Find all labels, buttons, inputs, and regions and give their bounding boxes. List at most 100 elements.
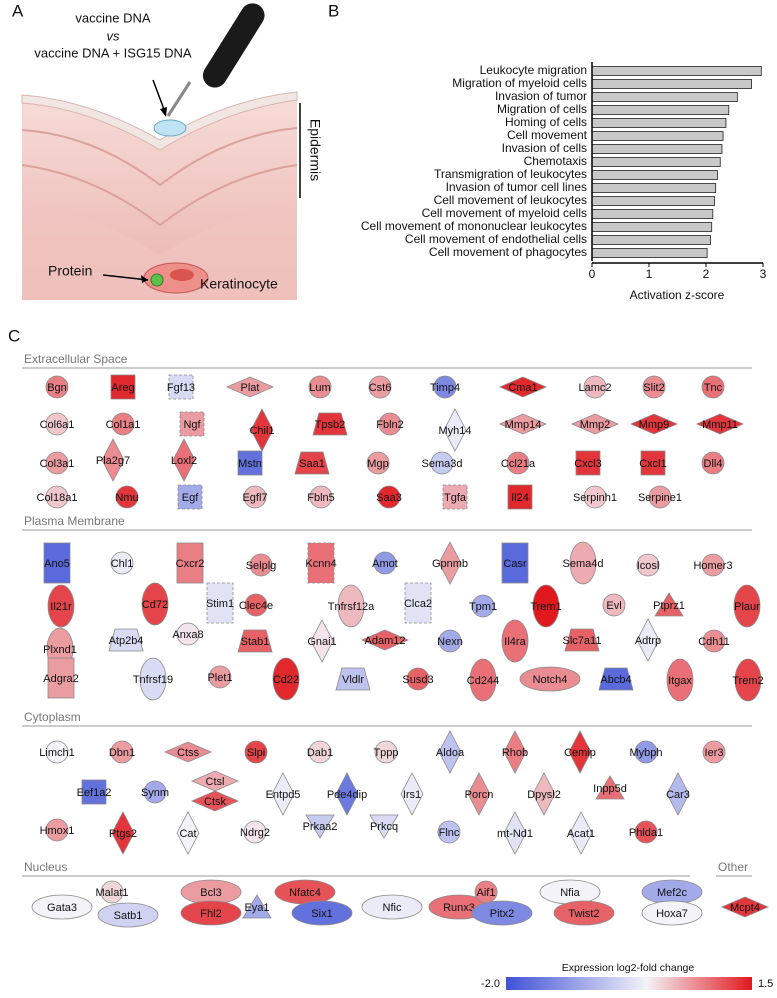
gene-label: Sema4d: [563, 558, 604, 570]
gene-label: Fbln5: [307, 492, 335, 504]
gene-node: Amot: [372, 551, 398, 575]
gene-node: Trem1: [530, 584, 562, 628]
gene-label: Pitx2: [490, 908, 514, 920]
gene-node: Bcl3: [180, 879, 242, 905]
protein-label: Protein: [48, 263, 92, 279]
gene-label: Cemip: [564, 747, 596, 759]
gene-node: Plet1: [207, 665, 233, 689]
gene-label: Hoxa7: [656, 908, 688, 920]
node-shape: [369, 814, 399, 839]
node-shape: [636, 618, 660, 662]
gene-label: Col1a1: [106, 419, 141, 431]
gene-label: Nexn: [437, 636, 463, 648]
gene-label: Entpd5: [266, 789, 301, 801]
gene-node: Mmp2: [570, 413, 620, 435]
node-shape: [702, 740, 726, 764]
gene-label: Aif1: [477, 887, 496, 899]
y-tick-label: Cell movement of myeloid cells: [422, 206, 587, 220]
node-shape: [564, 628, 600, 652]
gene-node: Aldoa: [436, 730, 465, 774]
illustration-text: vaccine DNA: [75, 10, 150, 25]
gene-label: Saa1: [299, 458, 325, 470]
gene-label: Cat: [179, 828, 196, 840]
gene-node: Car3: [666, 772, 690, 816]
layer-label: Epidermis: [307, 119, 323, 181]
gene-label: Fhl2: [200, 908, 221, 920]
y-tick-label: Cell movement of mononuclear leukocytes: [361, 219, 587, 233]
gene-node: Adam12: [360, 629, 410, 651]
gene-node: Areg: [110, 374, 136, 400]
gene-node: Satb1: [97, 902, 159, 928]
gene-label: Saa3: [376, 492, 402, 504]
gene-node: Anxa8: [172, 622, 204, 646]
gene-node: Col1a1: [106, 412, 141, 436]
bar: [591, 92, 738, 102]
gene-node: Il4ra: [501, 619, 529, 663]
node-shape: [666, 772, 690, 816]
gene-label: Timp4: [430, 382, 460, 394]
gene-node: Slit2: [642, 375, 666, 399]
y-tick-label: Cell movement: [507, 128, 588, 142]
node-shape: [569, 811, 593, 855]
gene-node: Il21r: [47, 584, 75, 628]
gene-node: Col6a1: [40, 412, 74, 436]
gene-label: Fbln2: [376, 419, 404, 431]
gene-label: Flnc: [439, 827, 460, 839]
node-shape: [139, 657, 167, 701]
panel-label: C: [8, 326, 20, 345]
node-shape: [503, 730, 527, 774]
gene-node: Dab1: [307, 740, 333, 764]
gene-label: Mstn: [238, 458, 262, 470]
gene-node: Eya1: [242, 894, 272, 919]
gene-node: Inpp5d: [593, 775, 627, 800]
node-shape: [438, 629, 462, 653]
node-shape: [575, 450, 601, 476]
gene-node: Cxcl3: [574, 450, 602, 476]
gene-label: Stab1: [241, 636, 270, 648]
panel-label: B: [328, 1, 339, 20]
gene-node: Cst6: [368, 375, 392, 399]
gene-node: Mybph: [629, 740, 663, 764]
gene-node: Clec4e: [239, 593, 273, 617]
gene-label: Cma1: [508, 382, 537, 394]
node-shape: [443, 408, 467, 452]
gene-label: Tnc: [704, 382, 723, 394]
node-shape: [640, 450, 666, 476]
gene-node: Timp4: [430, 375, 460, 399]
gene-node: Itgax: [666, 658, 694, 702]
gene-node: Slpi: [244, 740, 268, 764]
node-shape: [272, 657, 300, 701]
node-shape: [305, 814, 335, 839]
gene-label: Satb1: [114, 910, 143, 922]
bar: [591, 209, 714, 219]
node-shape: [47, 657, 75, 699]
gene-label: Tnfrsf19: [133, 674, 173, 686]
gene-label: Bgn: [47, 382, 67, 394]
node-shape: [430, 451, 454, 475]
gene-node: Il24: [507, 484, 533, 510]
gene-label: Adgra2: [43, 673, 78, 685]
gene-label: Ctsk: [204, 796, 227, 808]
node-shape: [308, 375, 332, 399]
gene-label: Abcb4: [600, 674, 631, 686]
gene-label: Ndrg2: [240, 827, 270, 839]
node-shape: [115, 485, 139, 509]
gene-label: Nfatc4: [289, 887, 321, 899]
node-shape: [501, 619, 529, 663]
bar: [591, 144, 723, 154]
gene-label: Slc7a11: [563, 635, 602, 647]
node-shape: [501, 542, 529, 584]
node-shape: [108, 628, 144, 652]
node-shape: [498, 413, 548, 435]
node-shape: [242, 894, 272, 919]
gene-node: Lum: [308, 375, 332, 399]
gene-label: Adam12: [365, 635, 406, 647]
gene-node: Prkcq: [369, 814, 399, 839]
gene-label: Kcnn4: [305, 558, 336, 570]
gene-node: Tpm1: [469, 594, 497, 618]
gene-node: Pla2g7: [96, 438, 130, 482]
node-shape: [271, 772, 295, 816]
gene-label: Col3a1: [40, 458, 75, 470]
gene-label: Aldoa: [436, 747, 465, 759]
